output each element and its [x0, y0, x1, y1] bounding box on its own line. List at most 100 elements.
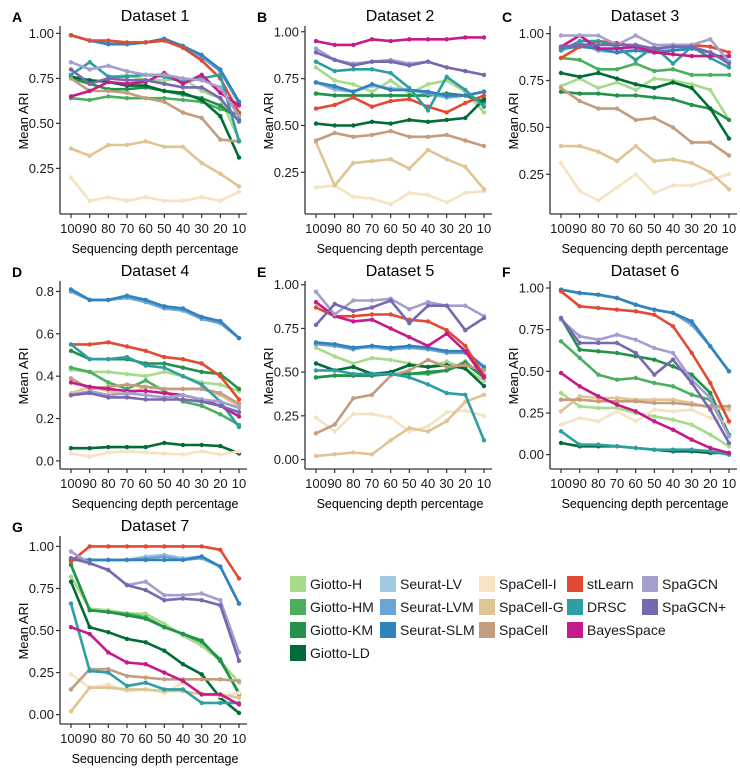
data-point [162, 78, 167, 83]
data-point [218, 85, 223, 90]
x-tick-label: 50 [402, 221, 416, 236]
data-point [633, 375, 638, 381]
x-tick-label: 30 [684, 476, 698, 491]
data-point [124, 673, 130, 679]
data-point [407, 368, 412, 373]
data-point [199, 591, 204, 596]
data-point [369, 411, 375, 417]
legend-label: SpaCell-I [499, 575, 557, 592]
series-line [314, 81, 486, 97]
data-point [180, 678, 186, 684]
data-point [236, 119, 242, 124]
series-line [69, 602, 241, 705]
x-axis-label: Sequencing depth percentage [562, 242, 729, 256]
series-line [69, 545, 241, 580]
data-point [614, 409, 620, 414]
y-tick-label: 0.75 [274, 321, 299, 336]
series-line [314, 342, 486, 369]
series-spagcn [313, 289, 487, 319]
data-point [577, 304, 582, 309]
data-point [463, 87, 468, 93]
data-point [596, 399, 601, 404]
data-point [670, 400, 676, 406]
data-point [726, 187, 732, 192]
data-point [143, 675, 148, 680]
series-drsc [313, 368, 487, 443]
x-tick-label: 50 [157, 476, 171, 491]
data-point [162, 361, 167, 366]
data-point [463, 68, 468, 74]
data-point [463, 362, 468, 368]
data-point [87, 67, 92, 72]
series-seurat-slm [313, 80, 487, 98]
data-point [313, 300, 319, 305]
data-point [162, 648, 167, 653]
data-point [463, 190, 468, 196]
y-tick-label: 0.75 [274, 71, 299, 86]
series-line [559, 430, 731, 456]
data-point [313, 322, 319, 328]
data-point [68, 287, 74, 292]
data-point [558, 397, 564, 402]
data-point [124, 69, 130, 74]
y-axis-label: Mean ARI [261, 347, 276, 404]
data-point [463, 35, 468, 40]
legend-swatch [642, 575, 658, 592]
data-point [425, 37, 431, 42]
data-point [68, 60, 74, 65]
data-point [68, 365, 74, 370]
series-line [69, 341, 241, 401]
series-line [314, 184, 486, 206]
data-point [218, 412, 223, 417]
series-seurat-lvm [68, 289, 242, 341]
legend-label: DRSC [587, 598, 627, 615]
data-point [614, 399, 620, 404]
x-tick-label: 60 [383, 221, 397, 236]
data-point [596, 349, 601, 354]
data-point [633, 309, 638, 314]
data-point [388, 93, 393, 98]
data-point [425, 147, 431, 153]
series-spacell-g [558, 143, 732, 192]
data-point [689, 160, 694, 166]
data-point [726, 444, 732, 449]
x-tick-label: 70 [120, 476, 134, 491]
x-tick-label: 10 [722, 221, 736, 236]
data-point [218, 106, 223, 112]
data-point [218, 403, 223, 408]
chart-title: Dataset 2 [366, 8, 435, 25]
data-point [218, 72, 223, 78]
data-point [218, 658, 223, 663]
series-line [69, 77, 241, 143]
data-point [444, 132, 449, 138]
series-line [559, 90, 731, 122]
x-axis-label: Sequencing depth percentage [562, 497, 729, 511]
data-point [68, 574, 74, 579]
data-point [369, 305, 375, 310]
data-point [369, 82, 375, 87]
legend-swatch [642, 598, 658, 615]
data-point [236, 114, 242, 119]
data-point [689, 102, 694, 108]
data-point [236, 139, 242, 144]
data-point [708, 407, 713, 412]
data-point [218, 603, 223, 608]
data-point [558, 440, 564, 446]
x-axis-label: Sequencing depth percentage [317, 242, 484, 256]
data-point [689, 82, 694, 87]
data-point [670, 417, 676, 422]
data-point [708, 380, 713, 386]
x-tick-label: 10 [232, 221, 246, 236]
data-point [143, 374, 148, 379]
panel-letter: C [502, 9, 512, 25]
data-point [614, 377, 620, 382]
y-tick-label: 0.25 [519, 406, 544, 421]
data-point [106, 94, 111, 99]
data-point [351, 364, 356, 370]
legend-label: Giotto-HM [310, 598, 374, 615]
data-point [162, 451, 167, 456]
series-line [69, 343, 241, 429]
data-point [558, 390, 564, 396]
series-line [314, 97, 486, 127]
